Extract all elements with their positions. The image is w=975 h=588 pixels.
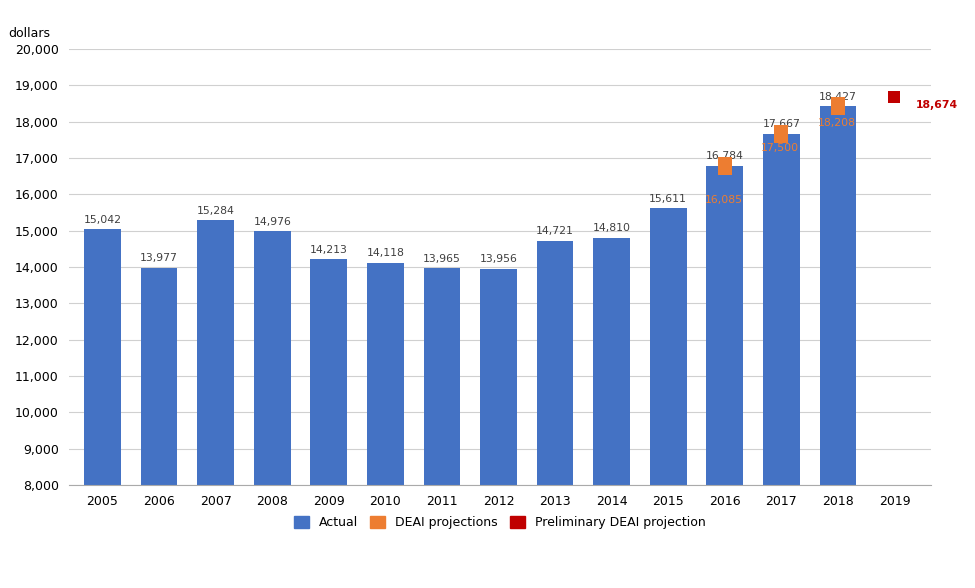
Bar bbox=[423, 268, 460, 485]
Bar bbox=[820, 106, 856, 485]
Bar bbox=[707, 166, 743, 485]
Bar bbox=[888, 91, 901, 103]
Text: 15,042: 15,042 bbox=[84, 215, 122, 225]
Text: 14,721: 14,721 bbox=[536, 226, 574, 236]
Text: 13,956: 13,956 bbox=[480, 254, 518, 264]
Text: dollars: dollars bbox=[8, 27, 50, 40]
Text: 13,977: 13,977 bbox=[140, 253, 178, 263]
Bar bbox=[367, 263, 404, 485]
Text: 15,284: 15,284 bbox=[197, 206, 235, 216]
Bar bbox=[140, 268, 177, 485]
Text: 17,500: 17,500 bbox=[761, 143, 800, 153]
Text: 15,611: 15,611 bbox=[649, 194, 687, 204]
Text: 18,208: 18,208 bbox=[818, 118, 856, 128]
Text: 14,213: 14,213 bbox=[310, 245, 348, 255]
Bar bbox=[718, 156, 732, 175]
Legend: Actual, DEAI projections, Preliminary DEAI projection: Actual, DEAI projections, Preliminary DE… bbox=[288, 510, 713, 536]
Text: 16,085: 16,085 bbox=[705, 195, 743, 205]
Bar bbox=[593, 238, 630, 485]
Text: 18,674: 18,674 bbox=[916, 100, 958, 110]
Bar bbox=[763, 133, 800, 485]
Text: 16,784: 16,784 bbox=[706, 151, 744, 161]
Bar bbox=[831, 97, 845, 115]
Bar bbox=[254, 232, 291, 485]
Text: 13,965: 13,965 bbox=[423, 254, 461, 264]
Text: 14,810: 14,810 bbox=[593, 223, 631, 233]
Bar bbox=[649, 208, 686, 485]
Text: 14,976: 14,976 bbox=[254, 217, 292, 227]
Bar bbox=[480, 269, 517, 485]
Text: 18,427: 18,427 bbox=[819, 92, 857, 102]
Text: 17,667: 17,667 bbox=[762, 119, 800, 129]
Text: 14,118: 14,118 bbox=[367, 248, 405, 258]
Bar bbox=[774, 125, 789, 143]
Bar bbox=[310, 259, 347, 485]
Bar bbox=[536, 240, 573, 485]
Bar bbox=[84, 229, 121, 485]
Bar bbox=[197, 220, 234, 485]
